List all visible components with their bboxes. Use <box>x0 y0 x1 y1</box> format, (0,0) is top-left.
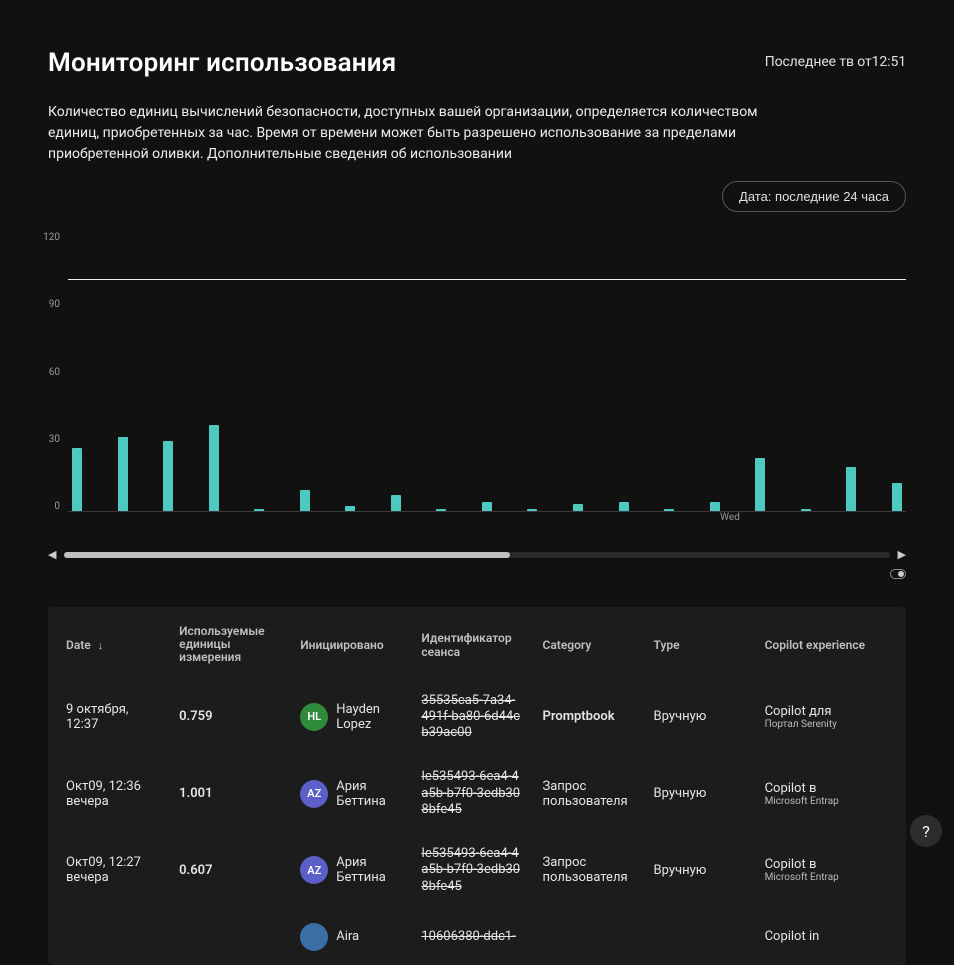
column-header-experience[interactable]: Copilot experience <box>755 607 876 679</box>
y-tick-label: 0 <box>32 501 60 512</box>
chart-plot-area <box>68 232 906 512</box>
chart-bar[interactable] <box>209 425 219 511</box>
cell-units: 1.001 <box>169 755 290 832</box>
chart-bar[interactable] <box>573 504 583 511</box>
cell-date: Окт09, 12:36 вечера <box>48 755 169 832</box>
avatar: HL <box>300 703 328 731</box>
chart-x-axis: Wed <box>68 512 906 532</box>
date-filter-button[interactable]: Дата: последние 24 часа <box>722 181 906 212</box>
avatar <box>300 923 328 951</box>
chart-toggle-icon[interactable] <box>890 569 906 579</box>
page-description: Количество единиц вычислений безопасност… <box>48 102 808 165</box>
table-row[interactable]: Aira 10606380-ddc1- Copilot in <box>48 909 906 965</box>
cell-date: Окт09, 12:27 вечера <box>48 832 169 909</box>
cell-experience: Copilot дляПортал Serenity <box>755 679 876 756</box>
column-header-type[interactable]: Type <box>644 607 755 679</box>
initiator-name: Ария Беттина <box>336 779 401 809</box>
cell-overflow <box>876 909 906 965</box>
last-updated-text: Последнее тв от12:51 <box>765 54 906 70</box>
column-header-date-label: Date <box>66 638 91 652</box>
y-tick-label: 120 <box>32 232 60 243</box>
initiator-name: Aira <box>336 929 359 944</box>
column-header-category[interactable]: Сategory <box>533 607 644 679</box>
cell-type <box>644 909 755 965</box>
chart-bar[interactable] <box>345 506 355 511</box>
cell-overflow <box>876 679 906 756</box>
cell-date <box>48 909 169 965</box>
chart-scroll-left-icon[interactable]: ◀ <box>48 548 56 561</box>
cell-session-id: Ie535493-6ea4-4a5b-b7f0-3edb308bfe45 <box>411 832 532 909</box>
cell-initiated: AZ Ария Беттина <box>290 755 411 832</box>
table-row[interactable]: Окт09, 12:36 вечера1.001 AZ Ария Беттина Ie… <box>48 755 906 832</box>
chart-bar[interactable] <box>391 495 401 511</box>
cell-experience: Copilot in <box>755 909 876 965</box>
chart-scrollbar[interactable]: ◀ ▶ <box>48 548 906 561</box>
help-button[interactable]: ? <box>910 815 942 847</box>
column-header-session[interactable]: Идентификатор сеанса <box>411 607 532 679</box>
chart-bar[interactable] <box>436 509 446 511</box>
cell-session-id: Ie535493-6ea4-4a5b-b7f0-3edb308bfe45 <box>411 755 532 832</box>
y-tick-label: 60 <box>32 367 60 378</box>
cell-overflow <box>876 755 906 832</box>
cell-category: Запрос пользователя <box>533 755 644 832</box>
x-tick-label: Wed <box>720 512 740 523</box>
column-header-initiated[interactable]: Инициировано <box>290 607 411 679</box>
chart-scroll-track[interactable] <box>64 552 889 558</box>
chart-bar[interactable] <box>755 458 765 511</box>
chart-bar[interactable] <box>846 467 856 511</box>
chart-bar[interactable] <box>163 441 173 511</box>
cell-overflow <box>876 832 906 909</box>
chart-bar[interactable] <box>300 490 310 511</box>
chart-scroll-right-icon[interactable]: ▶ <box>898 548 906 561</box>
table-row[interactable]: 9 октября, 12:370.759 HL Hayden Lopez 35535… <box>48 679 906 756</box>
column-header-overflow <box>876 607 906 679</box>
column-header-units[interactable]: Используемые единицы измерения <box>169 607 290 679</box>
initiator-name: Hayden Lopez <box>336 702 401 732</box>
cell-units: 0.607 <box>169 832 290 909</box>
cell-session-id: 10606380-ddc1- <box>411 909 532 965</box>
cell-experience: Copilot вMicrosoft Entrap <box>755 755 876 832</box>
chart-bar[interactable] <box>118 437 128 511</box>
sort-desc-icon: ↓ <box>98 639 104 652</box>
cell-session-id: 35535ca5-7a34-491f-ba80-6d44cb39ac00 <box>411 679 532 756</box>
avatar: AZ <box>300 780 328 808</box>
cell-initiated: HL Hayden Lopez <box>290 679 411 756</box>
cell-units: 0.759 <box>169 679 290 756</box>
cell-type: Вручную <box>644 755 755 832</box>
avatar: AZ <box>300 856 328 884</box>
cell-experience: Copilot вMicrosoft Entrap <box>755 832 876 909</box>
chart-bar[interactable] <box>527 509 537 511</box>
cell-category <box>533 909 644 965</box>
cell-type: Вручную <box>644 679 755 756</box>
table-header-row: Date ↓ Используемые единицы измерения Ин… <box>48 607 906 679</box>
chart-bar[interactable] <box>482 502 492 511</box>
chart-bar[interactable] <box>710 502 720 511</box>
chart-bar[interactable] <box>892 483 902 511</box>
last-updated: Последнее тв от12:51 <box>765 54 906 70</box>
chart-bar[interactable] <box>72 448 82 511</box>
chart-bar[interactable] <box>664 509 674 511</box>
cell-category: Запрос пользователя <box>533 832 644 909</box>
cell-initiated: Aira <box>290 909 411 965</box>
cell-date: 9 октября, 12:37 <box>48 679 169 756</box>
cell-category: Promptbook <box>533 679 644 756</box>
column-header-date[interactable]: Date ↓ <box>48 607 169 679</box>
usage-chart: 1209060300 Wed <box>60 232 906 532</box>
chart-bar[interactable] <box>619 502 629 511</box>
chart-bar[interactable] <box>801 509 811 511</box>
page-title: Мониторинг использования <box>48 48 396 78</box>
chart-scroll-thumb[interactable] <box>64 552 510 558</box>
cell-units <box>169 909 290 965</box>
chart-bar[interactable] <box>254 509 264 511</box>
chart-y-axis: 120 90 60 30 0 <box>32 232 60 512</box>
cell-initiated: AZ Ария Беттина <box>290 832 411 909</box>
y-tick-label: 30 <box>32 434 60 445</box>
y-tick-label: 90 <box>32 299 60 310</box>
cell-type: Вручную <box>644 832 755 909</box>
initiator-name: Ария Беттина <box>336 855 401 885</box>
table-row[interactable]: Окт09, 12:27 вечера0.607 AZ Ария Беттина Ie… <box>48 832 906 909</box>
usage-table: Date ↓ Используемые единицы измерения Ин… <box>48 607 906 965</box>
